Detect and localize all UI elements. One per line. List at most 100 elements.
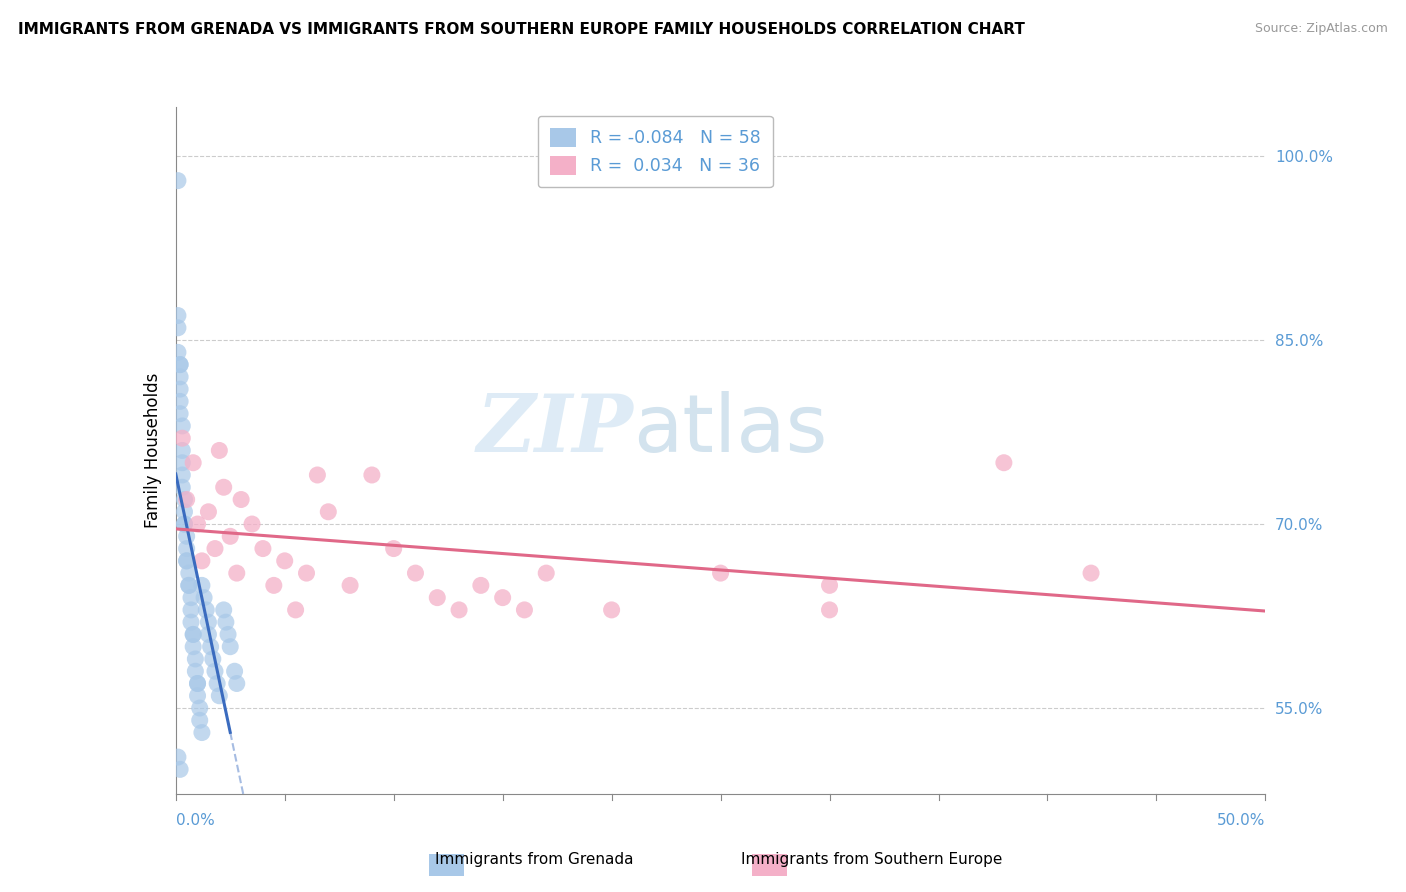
Point	[167, 173, 190, 188]
Point	[470, 578, 492, 592]
Point	[195, 603, 218, 617]
Point	[212, 603, 235, 617]
Point	[993, 456, 1015, 470]
Point	[176, 554, 198, 568]
Point	[818, 603, 841, 617]
Text: 0.0%: 0.0%	[176, 813, 215, 828]
Point	[186, 517, 209, 532]
Point	[172, 431, 194, 445]
Point	[405, 566, 427, 581]
Point	[513, 603, 536, 617]
Point	[176, 529, 198, 543]
Point	[186, 676, 209, 690]
Point	[534, 566, 557, 581]
Point	[169, 358, 191, 372]
Point	[177, 578, 200, 592]
Point	[208, 443, 231, 458]
Point	[167, 309, 190, 323]
Point	[818, 578, 841, 592]
Point	[181, 627, 204, 641]
Point	[212, 480, 235, 494]
Point	[172, 480, 194, 494]
Point	[225, 676, 247, 690]
Point	[219, 529, 242, 543]
Point	[426, 591, 449, 605]
Point	[167, 345, 190, 359]
Point	[173, 517, 195, 532]
Point	[169, 762, 191, 776]
Point	[180, 615, 202, 630]
Point	[184, 652, 207, 666]
Point	[191, 554, 214, 568]
Point	[167, 750, 190, 764]
Point	[177, 566, 200, 581]
Text: ZIP: ZIP	[477, 391, 633, 468]
Point	[184, 664, 207, 679]
Point	[177, 578, 200, 592]
Y-axis label: Family Households: Family Households	[143, 373, 162, 528]
Point	[191, 725, 214, 739]
Point	[360, 467, 382, 482]
Point	[600, 603, 623, 617]
Point	[208, 689, 231, 703]
Point	[169, 358, 191, 372]
Point	[274, 554, 297, 568]
Point	[1080, 566, 1102, 581]
Text: Source: ZipAtlas.com: Source: ZipAtlas.com	[1254, 22, 1388, 36]
Point	[172, 418, 194, 433]
Point	[188, 714, 211, 728]
Point	[169, 370, 191, 384]
Point	[169, 382, 191, 396]
Point	[318, 505, 340, 519]
Point	[215, 615, 238, 630]
Point	[224, 664, 246, 679]
Point	[181, 627, 204, 641]
Point	[188, 701, 211, 715]
Point	[204, 664, 226, 679]
Point	[710, 566, 733, 581]
Legend: R = -0.084   N = 58, R =  0.034   N = 36: R = -0.084 N = 58, R = 0.034 N = 36	[537, 116, 773, 187]
Point	[205, 676, 228, 690]
Point	[217, 627, 239, 641]
Point	[295, 566, 318, 581]
Point	[172, 467, 194, 482]
Point	[200, 640, 222, 654]
Point	[382, 541, 405, 556]
Text: 50.0%: 50.0%	[1218, 813, 1265, 828]
Point	[173, 517, 195, 532]
Point	[167, 321, 190, 335]
Point	[176, 492, 198, 507]
Text: IMMIGRANTS FROM GRENADA VS IMMIGRANTS FROM SOUTHERN EUROPE FAMILY HOUSEHOLDS COR: IMMIGRANTS FROM GRENADA VS IMMIGRANTS FR…	[18, 22, 1025, 37]
Point	[201, 652, 224, 666]
Point	[186, 689, 209, 703]
Point	[169, 394, 191, 409]
Text: Immigrants from Grenada: Immigrants from Grenada	[434, 852, 634, 867]
Point	[173, 492, 195, 507]
Point	[263, 578, 285, 592]
Point	[447, 603, 470, 617]
Point	[339, 578, 361, 592]
Point	[176, 541, 198, 556]
Point	[169, 407, 191, 421]
Point	[231, 492, 253, 507]
Point	[176, 554, 198, 568]
Point	[186, 676, 209, 690]
Point	[180, 603, 202, 617]
Point	[219, 640, 242, 654]
Point	[197, 627, 219, 641]
Point	[193, 591, 215, 605]
Point	[191, 578, 214, 592]
Point	[172, 443, 194, 458]
Point	[197, 505, 219, 519]
Point	[173, 505, 195, 519]
Point	[204, 541, 226, 556]
Point	[225, 566, 247, 581]
Point	[172, 456, 194, 470]
Point	[181, 640, 204, 654]
Point	[492, 591, 515, 605]
Point	[252, 541, 274, 556]
Point	[240, 517, 263, 532]
Text: atlas: atlas	[633, 391, 828, 469]
Point	[180, 591, 202, 605]
Point	[197, 615, 219, 630]
